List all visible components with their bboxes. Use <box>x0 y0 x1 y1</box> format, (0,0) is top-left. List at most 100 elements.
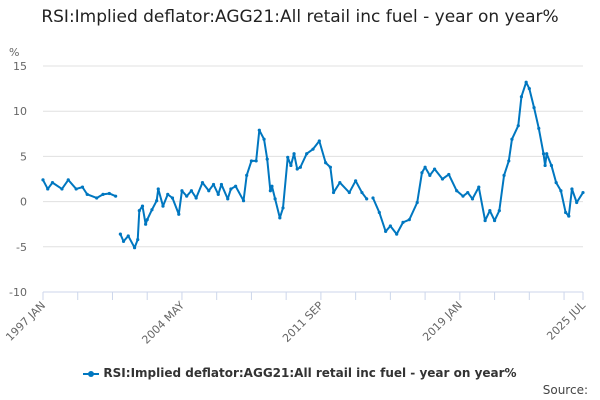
data-point <box>477 185 481 189</box>
series-line <box>372 81 584 236</box>
data-point <box>461 194 465 198</box>
y-tick-label: 15 <box>13 60 27 73</box>
y-tick-label: 5 <box>20 150 27 163</box>
data-point <box>46 187 50 191</box>
data-point <box>537 126 541 130</box>
data-point <box>211 182 216 187</box>
source-label[interactable]: Source: <box>542 383 588 397</box>
data-point <box>194 196 198 200</box>
data-point <box>470 197 475 201</box>
data-point <box>281 206 285 210</box>
data-point <box>177 212 181 216</box>
data-point <box>200 181 205 185</box>
chart-title: RSI:Implied deflator:AGG21:All retail in… <box>41 7 559 27</box>
data-point <box>554 181 558 185</box>
data-point <box>581 190 585 195</box>
data-point <box>145 218 149 222</box>
data-point <box>114 194 118 198</box>
data-point <box>545 152 549 156</box>
data-point <box>328 165 332 169</box>
data-point <box>532 105 536 110</box>
data-point <box>365 197 369 201</box>
data-point <box>420 171 424 175</box>
data-point <box>207 189 211 193</box>
data-point <box>497 209 501 213</box>
data-point <box>41 178 45 182</box>
data-point <box>440 177 445 181</box>
data-point <box>401 220 405 224</box>
data-point <box>229 187 233 191</box>
data-point <box>254 159 258 163</box>
data-point <box>270 184 274 188</box>
data-point <box>286 155 290 159</box>
data-point <box>66 178 70 182</box>
data-point <box>575 200 579 205</box>
data-point <box>292 152 296 156</box>
data-point <box>126 234 130 238</box>
data-point <box>488 209 492 213</box>
data-point <box>507 159 511 163</box>
data-point <box>564 210 568 215</box>
data-point <box>289 163 293 168</box>
data-point <box>185 194 189 198</box>
data-point <box>395 232 399 236</box>
data-point <box>559 189 563 193</box>
data-point <box>257 128 261 132</box>
data-point <box>567 214 571 218</box>
data-point <box>371 196 375 200</box>
data-point <box>527 87 531 91</box>
data-point <box>432 167 437 171</box>
y-tick-label: 10 <box>13 105 27 118</box>
x-tick-label: 2025 JUL <box>544 298 588 342</box>
data-point <box>516 124 520 128</box>
data-point <box>428 173 432 177</box>
data-point <box>543 163 547 168</box>
data-point <box>85 192 89 196</box>
data-point <box>483 218 487 223</box>
data-point <box>118 232 122 236</box>
y-tick-label: -5 <box>16 241 27 254</box>
data-point <box>324 161 328 165</box>
data-point <box>317 139 321 143</box>
data-point <box>338 181 342 185</box>
data-point <box>121 239 126 243</box>
data-point <box>466 190 470 195</box>
legend[interactable]: RSI:Implied deflator:AGG21:All retail in… <box>0 366 600 380</box>
x-tick-label: 2019 JAN <box>420 299 465 344</box>
data-point <box>384 229 388 234</box>
data-point <box>136 237 140 242</box>
data-point <box>241 199 246 203</box>
data-point <box>298 165 302 169</box>
data-point <box>180 189 184 193</box>
data-point <box>360 190 364 195</box>
data-point <box>278 216 282 220</box>
data-point <box>107 191 111 196</box>
data-point <box>347 190 351 195</box>
data-point <box>502 173 506 177</box>
data-point <box>60 187 64 191</box>
data-point <box>447 172 451 177</box>
data-point <box>455 189 459 193</box>
data-point <box>156 187 160 191</box>
data-point <box>219 182 224 187</box>
data-point <box>265 157 269 161</box>
data-point <box>519 95 524 99</box>
data-point <box>570 187 574 191</box>
data-point <box>524 80 528 84</box>
data-point <box>216 192 220 196</box>
data-point <box>166 192 170 196</box>
data-point <box>262 137 266 141</box>
y-tick-label: 0 <box>20 196 27 209</box>
data-point <box>354 179 358 183</box>
data-point <box>377 210 381 215</box>
data-point <box>170 196 175 200</box>
x-tick-label: 2011 SEP <box>280 299 326 345</box>
data-point <box>549 163 554 168</box>
x-tick-label: 2004 MAY <box>139 299 187 347</box>
data-point <box>74 187 78 191</box>
data-point <box>268 189 272 193</box>
y-axis-label: % <box>9 46 19 59</box>
data-point <box>80 185 85 189</box>
data-point <box>311 147 315 151</box>
